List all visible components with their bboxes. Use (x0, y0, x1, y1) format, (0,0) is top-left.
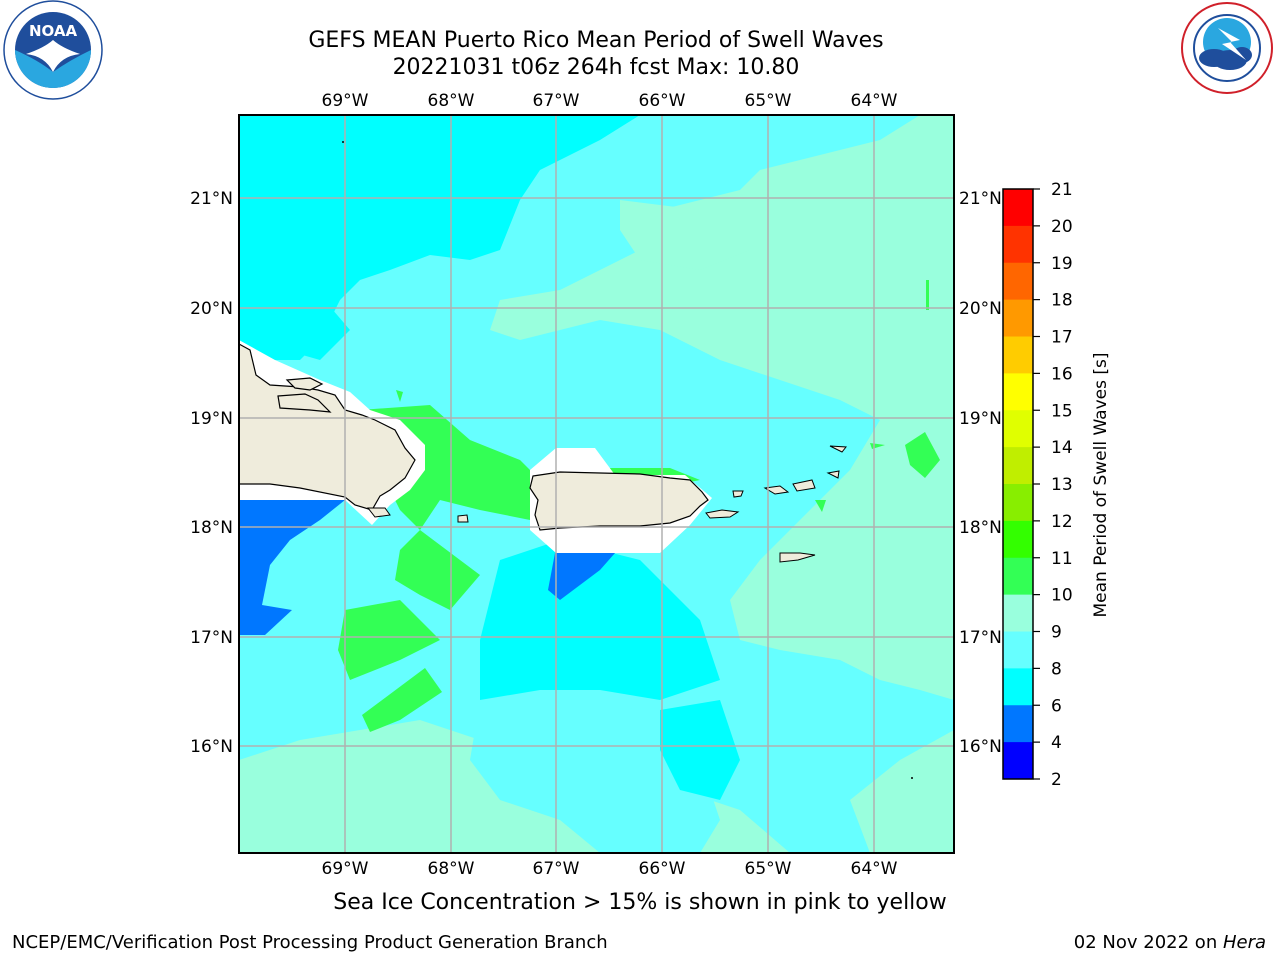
lat-label: 19°N (959, 409, 1002, 429)
colorbar-tick-label: 2 (1051, 770, 1062, 790)
colorbar-tick-label: 17 (1051, 328, 1073, 348)
footer-machine: Hera (1222, 932, 1266, 953)
lat-label: 18°N (190, 518, 233, 538)
lon-label: 68°W (428, 859, 475, 879)
lat-labels-right: 21°N 20°N 19°N 18°N 17°N 16°N (959, 189, 1002, 757)
map-gridlines (239, 115, 954, 853)
colorbar-tick-label: 9 (1051, 623, 1062, 643)
lat-label: 21°N (959, 189, 1002, 209)
colorbar (1002, 188, 1034, 780)
colorbar-tick-label: 20 (1051, 217, 1073, 237)
lat-label: 16°N (190, 737, 233, 757)
lon-label: 66°W (639, 91, 686, 111)
lon-label: 67°W (533, 859, 580, 879)
lon-label: 65°W (745, 859, 792, 879)
colorbar-tick-label: 10 (1051, 586, 1073, 606)
colorbar-segment (1003, 299, 1033, 337)
footer-credit: NCEP/EMC/Verification Post Processing Pr… (12, 932, 608, 953)
chart-title: GEFS MEAN Puerto Rico Mean Period of Swe… (308, 28, 884, 53)
lat-label: 17°N (190, 628, 233, 648)
land-hispaniola (239, 343, 416, 511)
colorbar-segment (1003, 668, 1033, 706)
sea-ice-note: Sea Ice Concentration > 15% is shown in … (333, 890, 947, 915)
colorbar-tick-label: 15 (1051, 401, 1073, 421)
colorbar-segment (1003, 447, 1033, 485)
colorbar-ticks: 21 20 19 18 17 16 15 14 13 12 11 10 9 8 6 4 2 (1033, 180, 1073, 790)
land-puerto-rico (529, 471, 709, 531)
colorbar-tick-label: 4 (1051, 733, 1062, 753)
colorbar-tick-label: 21 (1051, 180, 1073, 200)
colorbar-segment (1003, 225, 1033, 264)
land-vieques (705, 509, 740, 519)
lat-label: 17°N (959, 628, 1002, 648)
land-mona-island (457, 514, 469, 523)
colorbar-segment (1003, 410, 1033, 448)
colorbar-tick-label: 6 (1051, 696, 1062, 716)
colorbar-tick-label: 19 (1051, 254, 1073, 274)
noaa-logo: NOAA (3, 0, 103, 100)
colorbar-label: Mean Period of Swell Waves [s] (1091, 353, 1111, 618)
noaa-logo-text: NOAA (29, 22, 78, 40)
lon-label: 66°W (639, 859, 686, 879)
colorbar-tick-label: 12 (1051, 512, 1073, 532)
footer-date-text: 02 Nov 2022 on (1073, 932, 1223, 953)
colorbar-segment (1003, 262, 1033, 301)
lat-label: 21°N (190, 189, 233, 209)
lat-labels-left: 21°N 20°N 19°N 18°N 17°N 16°N (190, 189, 233, 757)
lon-label: 65°W (745, 91, 792, 111)
land-culebra (732, 490, 744, 498)
land-anegada (826, 470, 840, 479)
colorbar-tick-label: 11 (1051, 549, 1073, 569)
colorbar-segment (1003, 594, 1033, 632)
lat-label: 20°N (959, 299, 1002, 319)
colorbar-segment (1003, 373, 1033, 411)
colorbar-segment (1003, 189, 1033, 227)
colorbar-segment (1003, 520, 1033, 559)
colorbar-tick-label: 18 (1051, 291, 1073, 311)
footer-date: 02 Nov 2022 on Hera (1074, 932, 1266, 953)
lon-label: 64°W (851, 859, 898, 879)
chart-subtitle: 20221031 t06z 264h fcst Max: 10.80 (392, 55, 800, 80)
field-6-8s-south (480, 540, 720, 700)
field-4-6s-west (239, 500, 345, 635)
colorbar-segment (1003, 336, 1033, 374)
map-field (239, 115, 954, 853)
colorbar-segment (1003, 705, 1033, 743)
field-9-10s-east (490, 115, 954, 853)
lat-label: 20°N (190, 299, 233, 319)
lon-labels-bottom: 69°W 68°W 67°W 66°W 65°W 64°W (322, 859, 898, 879)
lon-label: 69°W (322, 91, 369, 111)
lon-label: 64°W (851, 91, 898, 111)
lon-label: 69°W (322, 859, 369, 879)
map-frame (238, 114, 955, 854)
land-st-thomas (763, 485, 790, 495)
lat-label: 18°N (959, 518, 1002, 538)
field-4-6s-south-pr (548, 553, 615, 600)
lat-label: 19°N (190, 409, 233, 429)
colorbar-tick-label: 13 (1051, 475, 1073, 495)
lon-label: 68°W (428, 91, 475, 111)
colorbar-segment (1003, 742, 1033, 780)
nws-logo (1181, 2, 1273, 94)
lat-label: 16°N (959, 737, 1002, 757)
colorbar-tick-label: 16 (1051, 364, 1073, 384)
lon-label: 67°W (533, 91, 580, 111)
lon-labels-top: 69°W 68°W 67°W 66°W 65°W 64°W (322, 91, 898, 111)
land-tortola (792, 479, 816, 492)
colorbar-segment (1003, 484, 1033, 522)
land-st-croix (779, 552, 816, 563)
field-6-8s-north (239, 115, 640, 360)
colorbar-tick-label: 8 (1051, 659, 1062, 679)
colorbar-segment (1003, 631, 1033, 669)
colorbar-tick-label: 14 (1051, 438, 1073, 458)
colorbar-segment (1003, 557, 1033, 596)
